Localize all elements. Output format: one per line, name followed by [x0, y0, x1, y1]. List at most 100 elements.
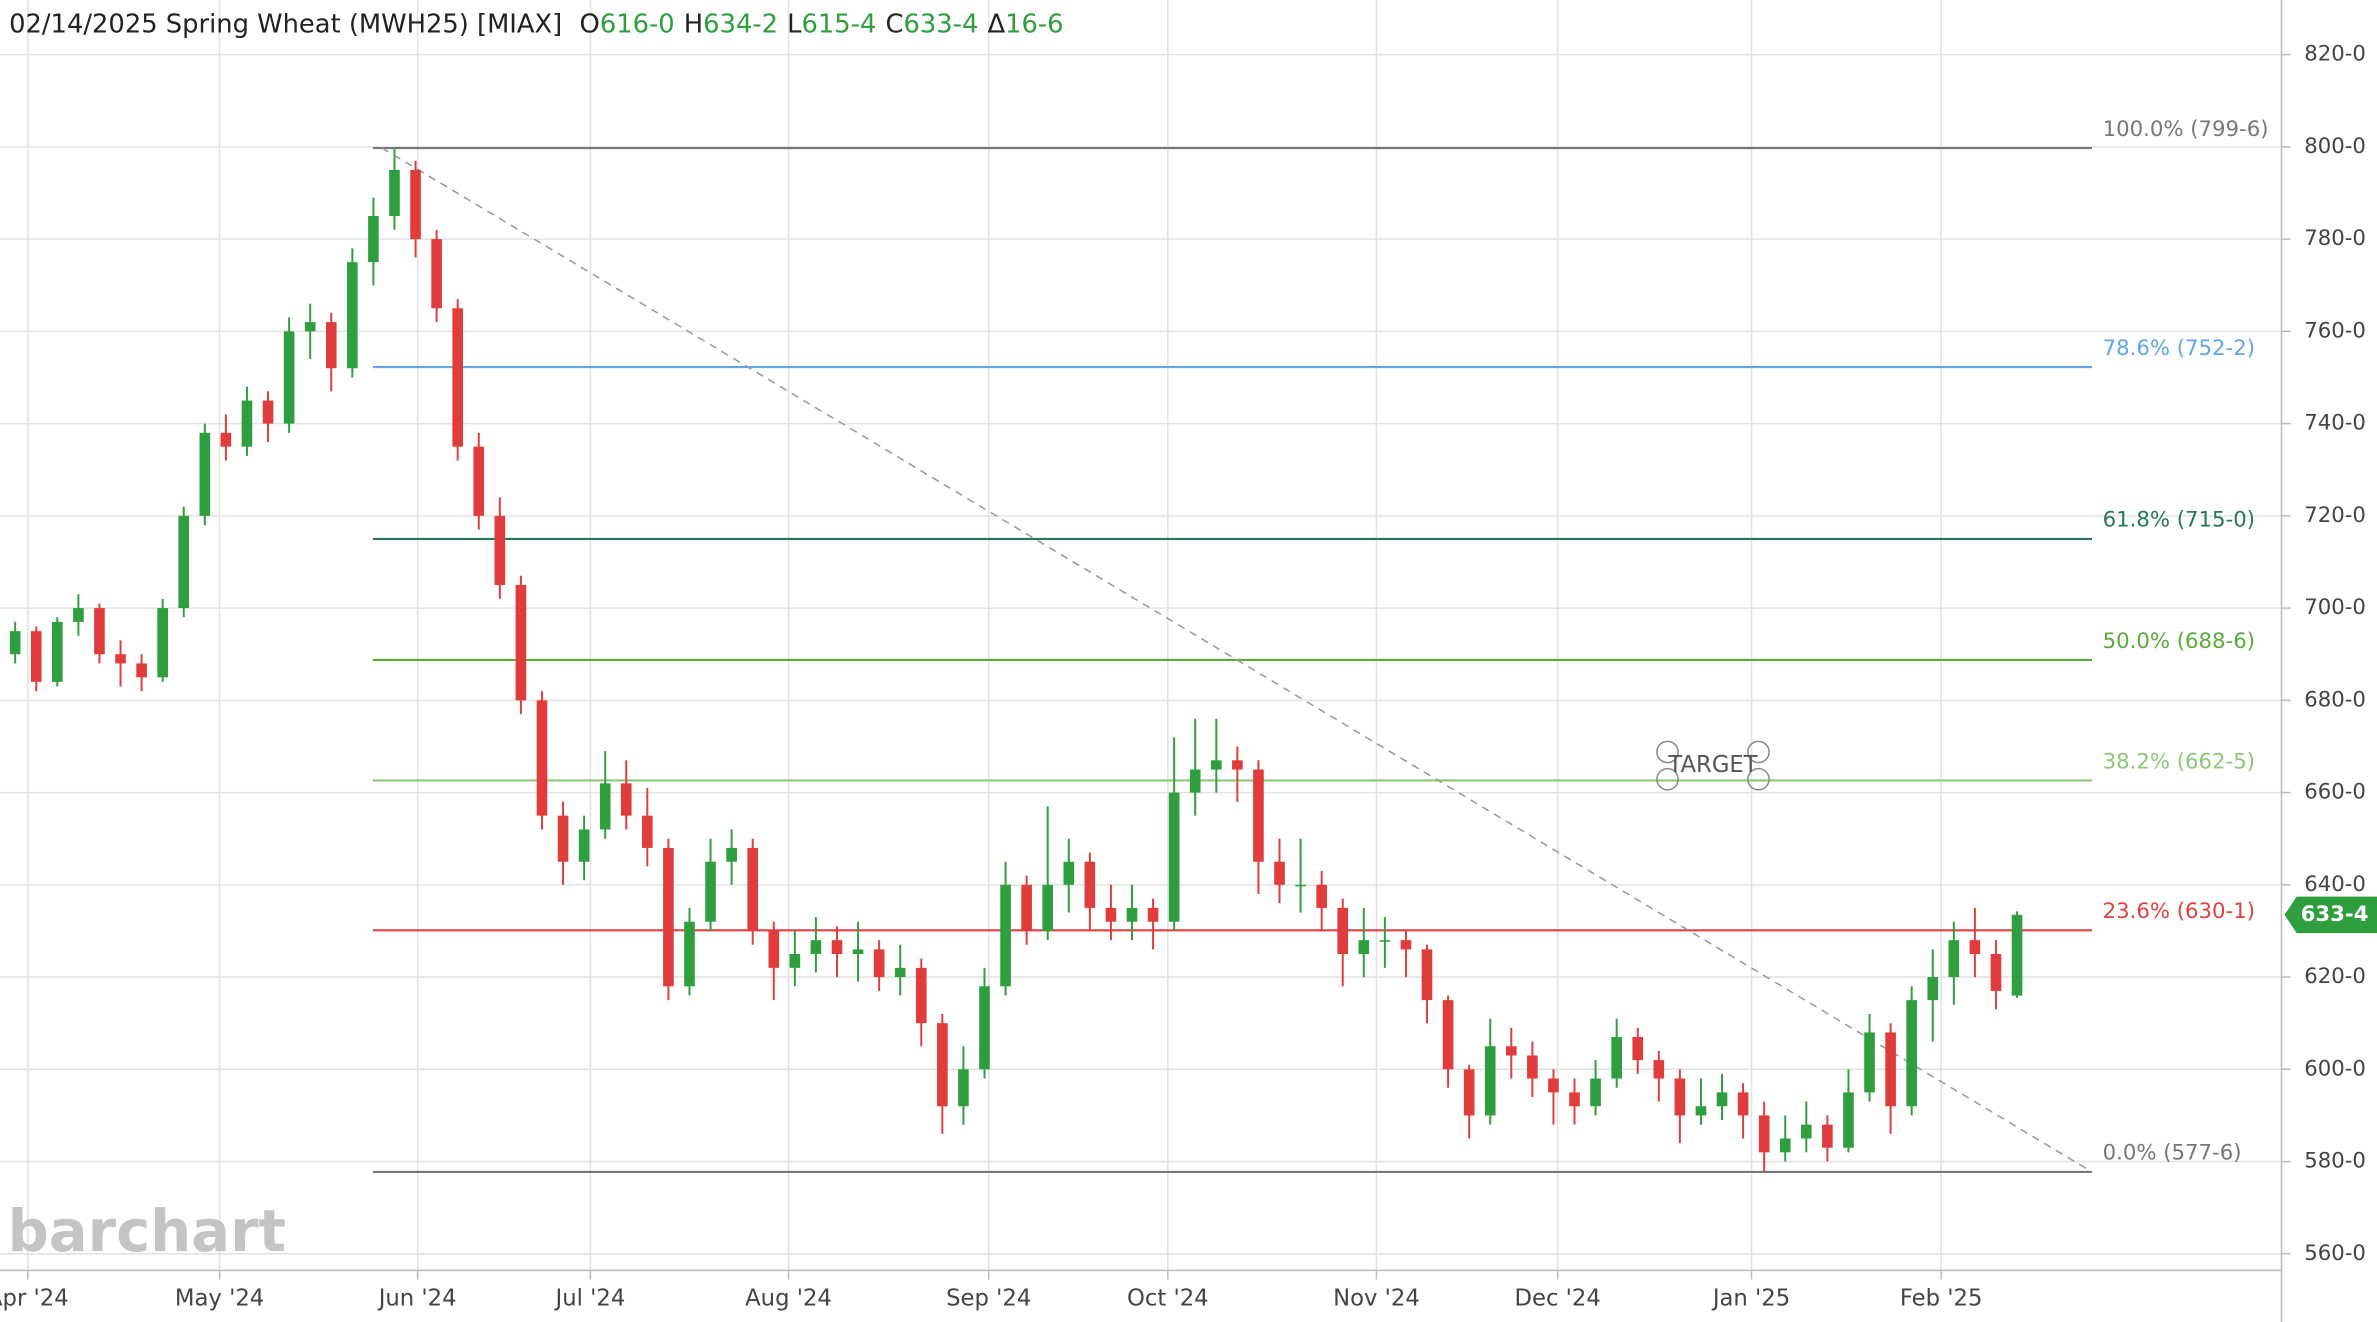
candle-body — [705, 861, 716, 922]
header: 02/14/2025 Spring Wheat (MWH25) [MIAX] O… — [9, 9, 1063, 39]
candle-body — [1063, 861, 1075, 885]
candle-body — [1737, 1092, 1749, 1116]
candle-body — [684, 921, 695, 987]
y-tick-label: 680-0 — [2304, 687, 2366, 712]
candle-body — [1801, 1124, 1812, 1139]
candle-body — [262, 400, 274, 424]
candle-body — [599, 783, 611, 830]
handle — [1747, 740, 1770, 764]
candle-body — [473, 446, 485, 516]
candle-body — [1295, 884, 1306, 887]
candle-body — [894, 967, 906, 978]
candle-body — [515, 585, 527, 701]
candle-body — [199, 432, 211, 516]
candle-body — [157, 608, 168, 678]
candle-body — [136, 663, 147, 678]
candle-body — [283, 331, 295, 424]
annotation-text: TARGET — [1667, 752, 1757, 778]
candle-body — [768, 930, 780, 968]
header-value: 634-2 — [703, 9, 778, 39]
candle-body — [220, 432, 232, 447]
x-tick-label: Nov '24 — [1333, 1286, 1420, 1312]
candle-body — [557, 815, 569, 862]
candle-body — [1147, 907, 1159, 922]
candle-body — [1253, 769, 1264, 862]
handle — [1747, 767, 1770, 791]
candle-body — [979, 986, 990, 1070]
candle-body — [1126, 907, 1138, 922]
candle-body — [958, 1069, 969, 1107]
candle-body — [831, 940, 843, 955]
candle-body — [536, 700, 548, 816]
candle-body — [115, 654, 126, 664]
x-tick-label: Jul '24 — [554, 1286, 626, 1312]
candle-body — [937, 1023, 948, 1107]
candle-body — [94, 608, 105, 655]
candle-body — [915, 967, 927, 1024]
candle-body — [1000, 884, 1011, 987]
candle-body — [9, 631, 21, 655]
candle-body — [1990, 954, 2002, 991]
candle-body — [578, 829, 590, 862]
header-key: O — [580, 9, 600, 39]
candle-body — [1232, 760, 1243, 770]
header-value: 16-6 — [1005, 9, 1063, 39]
grid — [0, 0, 2291, 1280]
candle-body — [1484, 1046, 1496, 1116]
y-tick-label: 800-0 — [2304, 134, 2366, 159]
candle-body — [1653, 1060, 1665, 1079]
candle-body — [1379, 940, 1391, 942]
candle-body — [1822, 1124, 1833, 1148]
candle-body — [1463, 1069, 1475, 1116]
candle-body — [30, 631, 42, 682]
candle-body — [1716, 1092, 1728, 1107]
x-tick-label: Aug '24 — [745, 1286, 832, 1312]
candle-body — [1906, 1000, 1917, 1107]
candle-body — [304, 322, 316, 332]
candle-body — [410, 169, 421, 240]
candle-body — [1948, 940, 1960, 978]
last-price-marker — [2284, 896, 2377, 933]
candle-body — [642, 815, 653, 848]
candle-body — [1927, 977, 1939, 1001]
fib-label: 0.0% (577-6) — [2103, 1141, 2242, 1166]
y-tick-label: 700-0 — [2304, 595, 2366, 620]
fibonacci: 100.0% (799-6) 78.6% (752-2) 61.8% (715-0)… — [372, 117, 2269, 1173]
x-tick-label: Apr '24 — [0, 1286, 69, 1312]
y-tick-label: 640-0 — [2304, 872, 2366, 897]
candle-body — [1674, 1078, 1686, 1116]
x-tick-label: May '24 — [175, 1286, 264, 1312]
header-key: L — [787, 9, 802, 39]
candle-body — [1611, 1037, 1622, 1079]
candle-body — [873, 949, 885, 978]
y-tick-label: 560-0 — [2304, 1241, 2366, 1266]
candle-body — [1505, 1046, 1517, 1056]
y-tick-label: 600-0 — [2304, 1056, 2366, 1081]
candle-body — [431, 239, 442, 309]
candle-body — [1042, 884, 1054, 931]
fib-label: 100.0% (799-6) — [2103, 117, 2269, 142]
candle-body — [178, 515, 190, 609]
candle-body — [1168, 792, 1180, 922]
candle-body — [1316, 884, 1327, 908]
candle-body — [1358, 940, 1370, 955]
candle-body — [347, 262, 358, 369]
y-tick-label: 580-0 — [2304, 1149, 2366, 1174]
fib-label: 78.6% (752-2) — [2103, 336, 2255, 361]
y-tick-label: 620-0 — [2304, 964, 2366, 989]
x-tick-label: Feb '25 — [1900, 1286, 1983, 1312]
candle-body — [747, 847, 759, 931]
fib-label: 61.8% (715-0) — [2103, 508, 2255, 533]
candle-body — [852, 949, 864, 955]
header-key: H — [684, 9, 703, 39]
candle-body — [620, 783, 632, 816]
candle-body — [1442, 1000, 1454, 1070]
candle-body — [1105, 907, 1117, 922]
header-title: 02/14/2025 Spring Wheat (MWH25) [MIAX] — [9, 9, 562, 39]
candle-body — [1779, 1138, 1791, 1153]
handle — [1656, 740, 1679, 764]
candle-body — [1864, 1032, 1875, 1093]
candle-body — [726, 847, 737, 862]
header-key: Δ — [987, 9, 1005, 39]
